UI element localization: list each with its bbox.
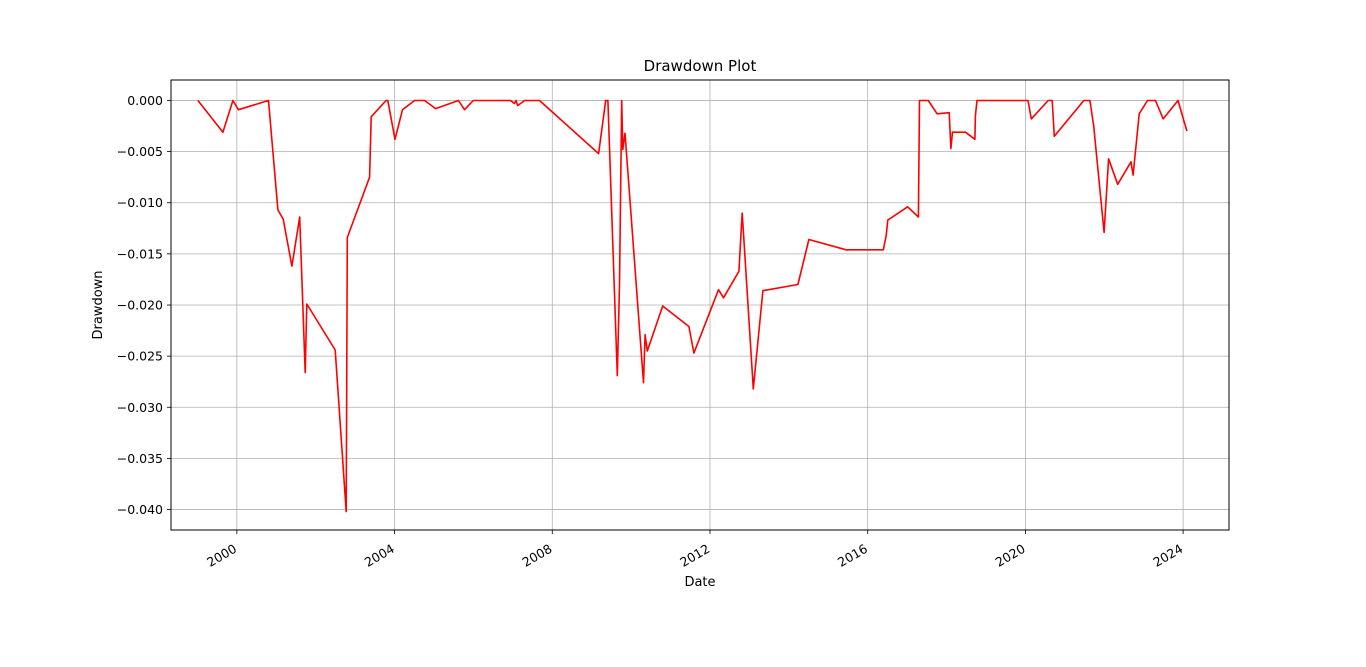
chart-title: Drawdown Plot xyxy=(644,57,757,75)
series-layer xyxy=(197,99,1188,513)
y-tick-label: −0.015 xyxy=(117,246,163,261)
y-tick-label: −0.025 xyxy=(117,349,163,364)
y-tick-label: −0.005 xyxy=(117,144,163,159)
y-axis-label: Drawdown xyxy=(91,270,106,339)
x-tick-label: 2004 xyxy=(362,541,397,570)
x-tick-label: 2020 xyxy=(993,541,1028,570)
y-tick-label: −0.030 xyxy=(117,400,163,415)
x-axis-label: Date xyxy=(684,575,715,590)
x-tick-label: 2024 xyxy=(1150,541,1185,570)
y-tick-label: −0.035 xyxy=(117,451,163,466)
x-tick-label: 2012 xyxy=(677,541,712,570)
x-tick-label: 2008 xyxy=(520,541,555,570)
x-tick-label: 2000 xyxy=(204,541,239,570)
grid xyxy=(171,80,1229,530)
drawdown-line xyxy=(197,99,1188,513)
y-tick-label: −0.040 xyxy=(117,502,163,517)
x-tick-label: 2016 xyxy=(835,541,870,570)
y-tick-label: 0.000 xyxy=(127,93,163,108)
y-tick-label: −0.020 xyxy=(117,298,163,313)
y-tick-label: −0.010 xyxy=(117,195,163,210)
